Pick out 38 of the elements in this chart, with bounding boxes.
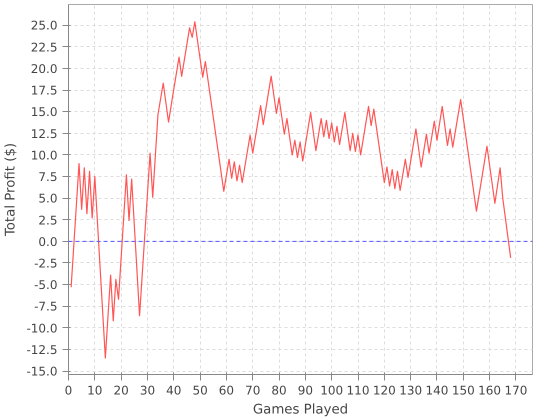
- x-tick-label: 40: [166, 384, 182, 398]
- x-tick-label: 50: [192, 384, 208, 398]
- x-tick-label: 160: [478, 384, 502, 398]
- y-tick-label: 15.0: [30, 105, 58, 120]
- y-tick-label: 0.0: [38, 234, 58, 249]
- x-tick-label: 60: [218, 384, 234, 398]
- x-tick-label: 170: [504, 384, 528, 398]
- x-tick-label: 130: [399, 384, 422, 398]
- x-axis-title: Games Played: [252, 402, 348, 418]
- y-tick-label: 7.5: [38, 170, 58, 184]
- y-tick-label: 17.5: [30, 84, 58, 98]
- y-tick-label: 25.0: [30, 18, 58, 33]
- x-tick-label: 110: [346, 384, 370, 398]
- x-tick-label: 70: [245, 384, 260, 398]
- y-tick-label: 2.5: [38, 213, 58, 228]
- y-tick-label: -10.0: [26, 321, 58, 336]
- x-tick-label: 100: [320, 384, 344, 398]
- x-tick-label: 80: [271, 384, 287, 398]
- y-tick-label: 22.5: [30, 40, 58, 54]
- y-tick-label: -7.5: [34, 300, 58, 314]
- y-tick-label: -15.0: [26, 364, 58, 379]
- y-tick-label: -12.5: [26, 342, 58, 357]
- y-tick-label: 5.0: [38, 192, 58, 206]
- line-series: [70, 21, 512, 359]
- y-tick-label: -2.5: [34, 256, 58, 270]
- y-tick-label: -5.0: [34, 278, 58, 292]
- x-tick-label: 150: [452, 384, 475, 398]
- y-tick-label: 10.0: [30, 148, 58, 162]
- y-axis-title: Total Profit ($): [3, 142, 18, 238]
- x-tick-label: 30: [140, 384, 156, 398]
- x-tick-label: 120: [372, 384, 396, 398]
- y-tick-label: 12.5: [30, 126, 58, 141]
- x-tick-label: 20: [114, 384, 129, 398]
- y-tick-label: 20.0: [30, 62, 58, 76]
- x-tick-label: 140: [426, 384, 448, 398]
- x-tick-label: 90: [298, 384, 314, 398]
- x-tick-label: 0: [64, 384, 72, 398]
- x-tick-label: 10: [87, 384, 102, 398]
